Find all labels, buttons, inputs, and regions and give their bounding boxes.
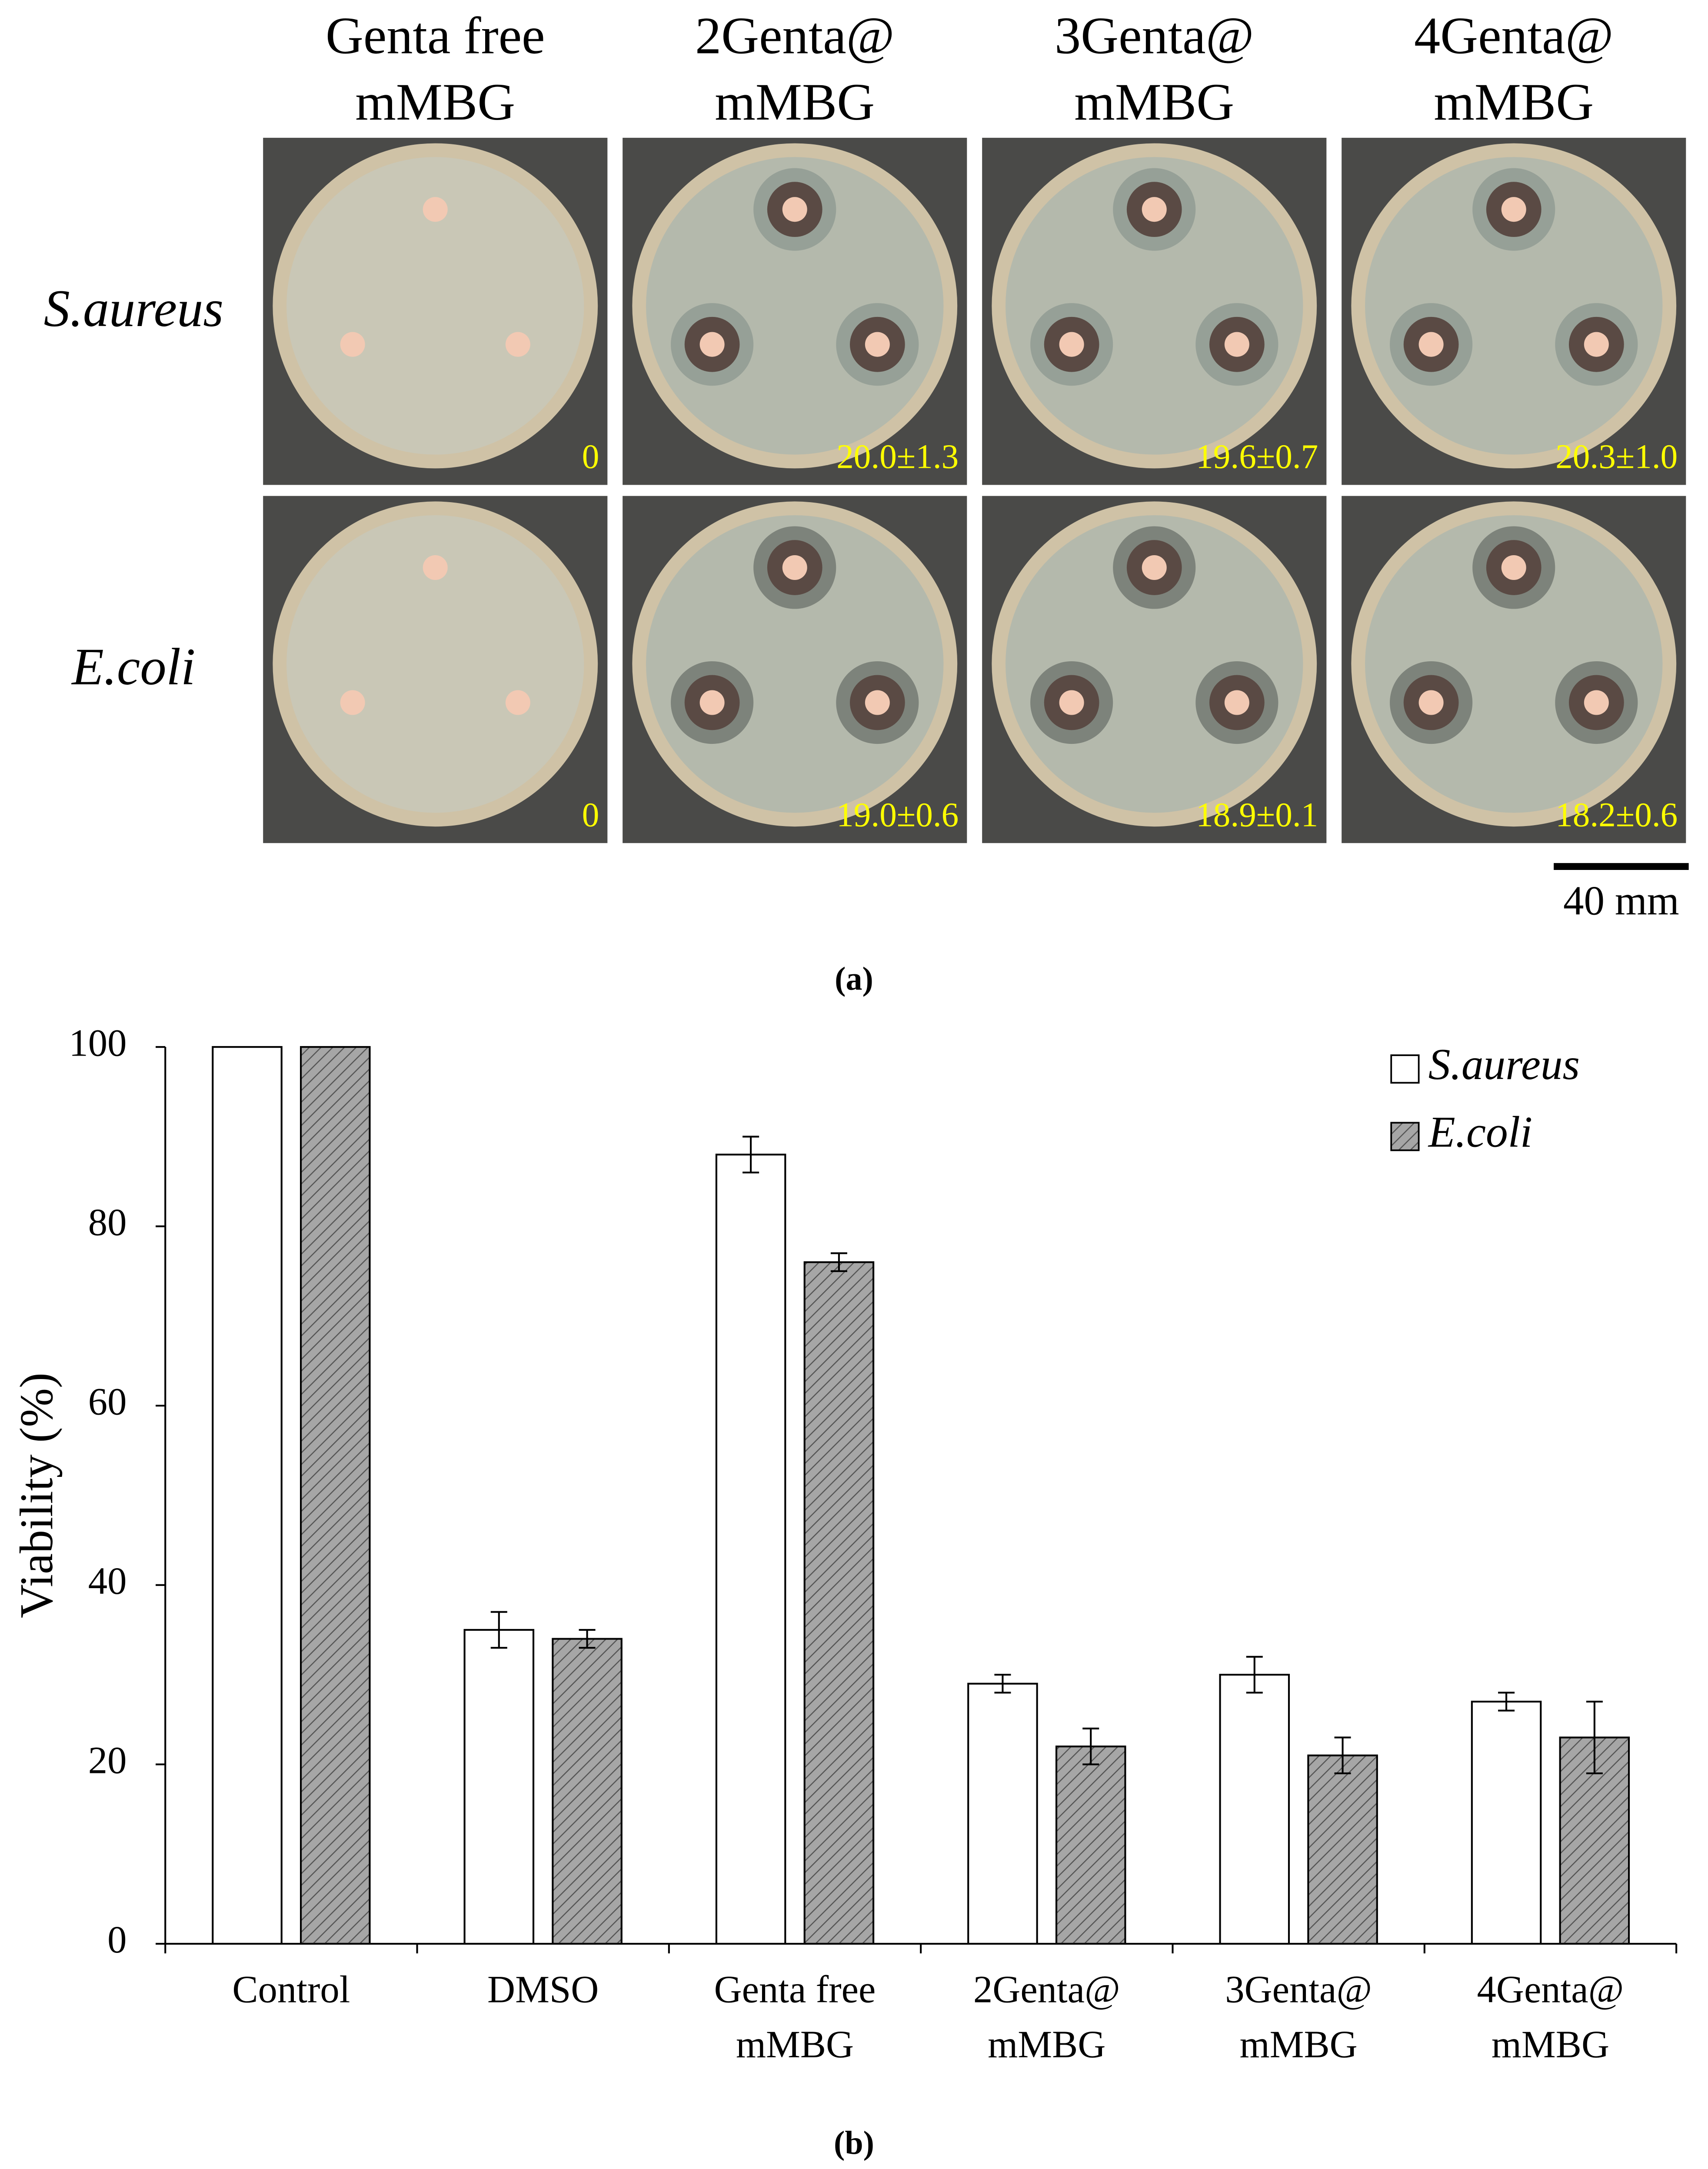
disc [1501,197,1526,222]
panel-b: Viability (%) 0 20 40 60 80 100 Control DMSO Gent… [11,1022,1678,2161]
x-tick-label: Control [232,1968,350,2011]
disc [1418,690,1444,715]
x-tick-label: 2Genta@ [973,1968,1120,2011]
plate [286,515,584,813]
error-bar [994,1674,1011,1694]
y-axis-title: Viability (%) [11,1373,63,1618]
zone-value: 19.6±0.7 [1196,438,1318,476]
bar [1219,1674,1290,1945]
row-label: S.aureus [44,280,224,338]
plate [286,157,584,455]
disc [1584,332,1609,357]
disc [505,690,530,715]
error-bar [742,1136,759,1173]
disc [782,197,807,222]
column-label: mMBG [1074,73,1234,131]
error-bar [1334,1736,1351,1775]
zone-value: 20.3±1.0 [1555,438,1678,476]
zone-value: 18.2±0.6 [1555,796,1678,834]
x-tick-label: mMBG [988,2023,1105,2066]
x-tick-label: mMBG [1492,2023,1609,2066]
zone-value: 19.0±0.6 [836,796,959,834]
caption: (a) [835,961,873,997]
y-tick-label: 0 [107,1919,127,1961]
bar [300,1046,371,1945]
error-bar [490,1611,507,1649]
column-label: 4Genta@ [1414,7,1614,65]
x-tick-label: DMSO [487,1968,599,2011]
column-label: mMBG [715,73,875,131]
legend-swatch [1390,1122,1420,1151]
disc [699,690,725,715]
legend-label: E.coli [1428,1107,1532,1156]
disc [1418,332,1444,357]
disc [340,690,365,715]
disc [782,555,807,580]
x-tick-label: mMBG [736,2023,854,2066]
bar [552,1638,623,1945]
error-bar [1246,1656,1263,1694]
column-label: mMBG [1434,73,1594,131]
row-label: E.coli [71,638,195,696]
disc [505,332,530,357]
y-tick-label: 40 [88,1560,127,1603]
scale-bar-label: 40 mm [1563,878,1679,924]
error-bar [579,1629,596,1649]
y-tick-label: 60 [88,1381,127,1423]
bar [1307,1754,1378,1945]
y-tick-label: 20 [88,1739,127,1782]
y-tick-label: 80 [88,1201,127,1244]
disc [1224,690,1249,715]
x-tick-label: mMBG [1240,2023,1358,2066]
disc [1142,197,1167,222]
disc [1501,555,1526,580]
disc [699,332,725,357]
zone-value: 18.9±0.1 [1196,796,1318,834]
bar [1055,1746,1126,1945]
zone-value: 20.0±1.3 [836,438,959,476]
bar [967,1683,1038,1945]
bar [715,1153,786,1945]
column-label: mMBG [355,73,515,131]
disc [1059,332,1084,357]
disc [340,332,365,357]
disc [865,332,890,357]
disc [1142,555,1167,580]
zone-value: 0 [582,796,599,834]
x-tick-label: 3Genta@ [1225,1968,1372,2011]
column-label: Genta free [326,7,545,65]
disc [1224,332,1249,357]
caption: (b) [834,2125,874,2161]
legend-swatch [1390,1054,1420,1084]
error-bar [1498,1692,1515,1712]
zone-value: 0 [582,438,599,476]
column-label: 3Genta@ [1055,7,1254,65]
panel-a: Genta free mMBG 2Genta@ mMBG 3Genta@ mMBG 4Gen… [44,7,1689,997]
error-bar [1082,1727,1099,1766]
error-bar [830,1252,847,1272]
bar [1471,1700,1542,1945]
disc [1059,690,1084,715]
disc [865,690,890,715]
bar [212,1046,283,1945]
y-tick-label: 100 [69,1022,127,1065]
disc [423,197,448,222]
column-label: 2Genta@ [695,7,895,65]
error-bar [1586,1700,1603,1775]
disc [423,555,448,580]
disc [1584,690,1609,715]
legend-label: S.aureus [1428,1040,1580,1089]
x-tick-label: Genta free [714,1968,876,2011]
bar [803,1261,875,1945]
bar [463,1629,535,1945]
x-tick-label: 4Genta@ [1477,1968,1624,2011]
